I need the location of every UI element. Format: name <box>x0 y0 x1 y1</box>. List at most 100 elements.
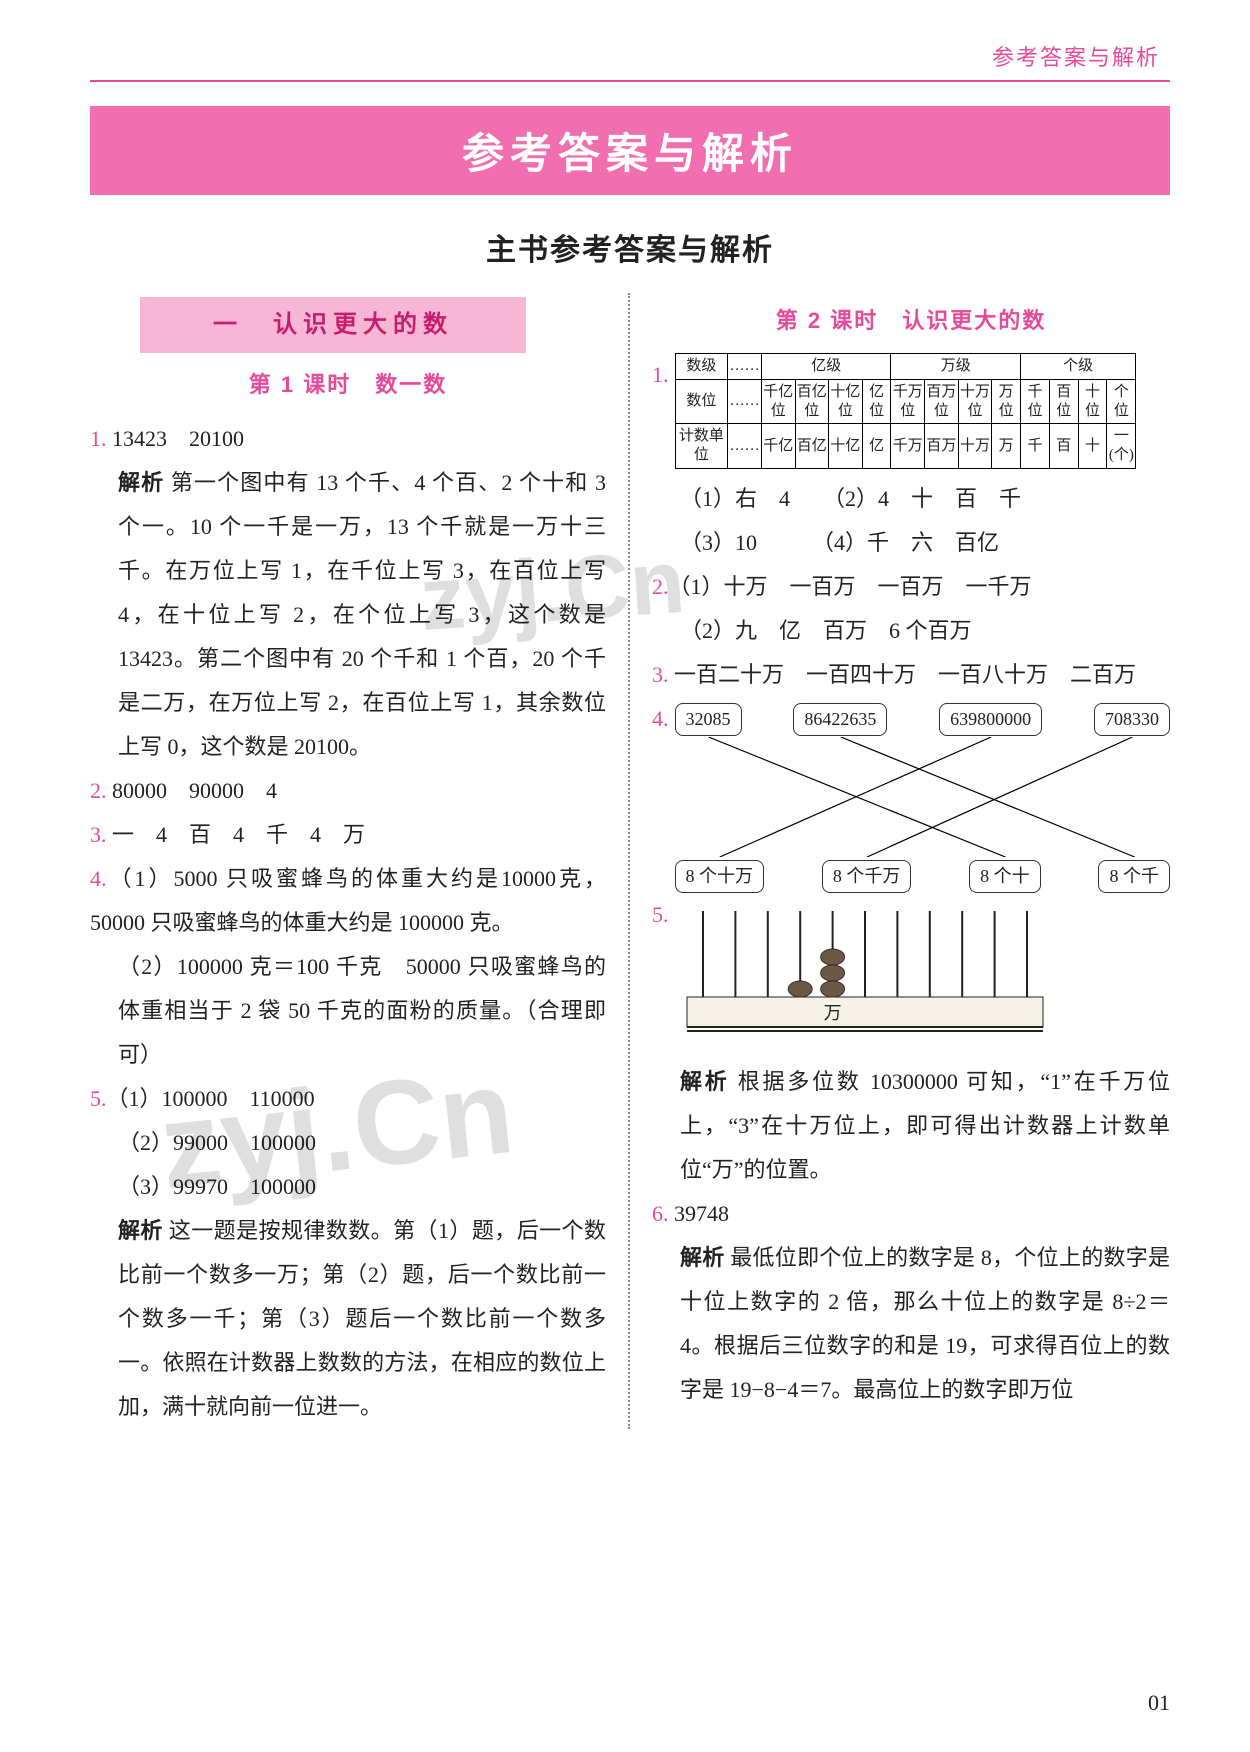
q1r-number: 1. <box>652 353 669 397</box>
cell: 十亿 <box>829 424 863 469</box>
q2r-part2: （2）九 亿 百万 6 个百万 <box>652 609 1170 653</box>
q1-explanation-text: 第一个图中有 13 个千、4 个百、2 个十和 3 个一。10 个一千是一万，1… <box>118 470 606 759</box>
cell: 千万位 <box>891 379 925 424</box>
q3-number: 3. <box>90 822 107 847</box>
q4-part1: （1）5000 只吸蜜蜂鸟的体重大约是10000克，50000 只吸蜜蜂鸟的体重… <box>90 866 606 935</box>
q6r-explanation-text: 最低位即个位上的数字是 8，个位上的数字是十位上数字的 2 倍，那么十位上的数字… <box>680 1245 1170 1402</box>
cell: 千位 <box>1021 379 1050 424</box>
place-value-table: 数级 …… 亿级 万级 个级 数位 …… 千亿位百亿位十亿位亿位千万位百万位十万… <box>675 353 1171 469</box>
q5r-explanation: 解析 根据多位数 10300000 可知，“1”在千万位上，“3”在十万位上，即… <box>652 1060 1170 1192</box>
cell: 千万 <box>891 424 925 469</box>
cell: 数位 <box>675 379 728 424</box>
match-box: 8 个千 <box>1098 860 1170 893</box>
cell: 十万位 <box>958 379 992 424</box>
q5: 5.（1）100000 110000 <box>90 1077 606 1121</box>
q2r-part1: （1）十万 一百万 一百万 一千万 <box>669 574 1032 599</box>
cell: 亿级 <box>761 354 891 380</box>
cell: 亿 <box>862 424 891 469</box>
q1-explanation: 解析 第一个图中有 13 个千、4 个百、2 个十和 3 个一。10 个一千是一… <box>90 461 606 769</box>
cell: 百万 <box>925 424 959 469</box>
q1-right: 1. 数级 …… 亿级 万级 个级 数位 …… 千亿位百亿位十亿位亿位千万位百万… <box>652 353 1170 477</box>
cell: 千亿 <box>761 424 795 469</box>
cell: 万位 <box>992 379 1021 424</box>
q6r: 6. 39748 <box>652 1192 1170 1236</box>
abacus-diagram: 万 <box>685 901 1045 1056</box>
cell: 个级 <box>1021 354 1136 380</box>
q2: 2. 80000 90000 4 <box>90 769 606 813</box>
cell: 十 <box>1078 424 1107 469</box>
q2r: 2.（1）十万 一百万 一百万 一千万 <box>652 565 1170 609</box>
cell: 万级 <box>891 354 1021 380</box>
q2-number: 2. <box>90 778 107 803</box>
cell: …… <box>728 424 762 469</box>
cell: 十万 <box>958 424 992 469</box>
q5-number: 5. <box>90 1086 107 1111</box>
cell: 百位 <box>1049 379 1078 424</box>
match-box: 639800000 <box>939 703 1042 736</box>
q6r-number: 6. <box>652 1201 669 1226</box>
q1-number: 1. <box>90 426 107 451</box>
cell: 千 <box>1021 424 1050 469</box>
cell: 百亿位 <box>795 379 829 424</box>
svg-text:万: 万 <box>823 1003 841 1023</box>
q5-explanation: 解析 这一题是按规律数数。第（1）题，后一个数比前一个数多一万；第（2）题，后一… <box>90 1209 606 1429</box>
matching-diagram: 3208586422635639800000708330 8 个十万8 个千万8… <box>675 703 1171 893</box>
cell: 百 <box>1049 424 1078 469</box>
cell: 十位 <box>1078 379 1107 424</box>
cell: 一(个) <box>1107 424 1136 469</box>
q4-number: 4. <box>90 866 107 891</box>
q6r-answer: 39748 <box>669 1201 730 1226</box>
q4: 4.（1）5000 只吸蜜蜂鸟的体重大约是10000克，50000 只吸蜜蜂鸟的… <box>90 857 606 945</box>
q3r-number: 3. <box>652 662 669 687</box>
header-rule <box>90 80 1170 82</box>
table-row: 数级 …… 亿级 万级 个级 <box>675 354 1170 380</box>
explain-label: 解析 <box>680 1069 730 1094</box>
match-box: 8 个千万 <box>822 860 912 893</box>
q5-part3: （3）99970 100000 <box>90 1165 606 1209</box>
header-label: 参考答案与解析 <box>90 40 1170 72</box>
q1-answer-text: 13423 20100 <box>107 426 245 451</box>
q5r-number: 5. <box>652 893 669 937</box>
q5-explanation-text: 这一题是按规律数数。第（1）题，后一个数比前一个数多一万；第（2）题，后一个数比… <box>118 1218 606 1419</box>
lesson-heading-left: 第 1 课时 数一数 <box>90 363 606 407</box>
subtitle: 主书参考答案与解析 <box>90 225 1170 269</box>
match-box: 8 个十 <box>969 860 1041 893</box>
explain-label: 解析 <box>118 1218 163 1243</box>
cell: 万 <box>992 424 1021 469</box>
table-row: 计数单位 …… 千亿百亿十亿亿千万百万十万万千百十一(个) <box>675 424 1170 469</box>
q3: 3. 一 4 百 4 千 4 万 <box>90 813 606 857</box>
cell: 数级 <box>675 354 728 380</box>
q6r-explanation: 解析 最低位即个位上的数字是 8，个位上的数字是十位上数字的 2 倍，那么十位上… <box>652 1236 1170 1412</box>
cell: 十亿位 <box>829 379 863 424</box>
match-box: 8 个十万 <box>675 860 765 893</box>
q4-part2: （2）100000 克＝100 千克 50000 只吸蜜蜂鸟的体重相当于 2 袋… <box>90 945 606 1077</box>
banner-title: 参考答案与解析 <box>462 130 798 177</box>
lesson-heading-right: 第 2 课时 认识更大的数 <box>652 299 1170 343</box>
q5r-explanation-text: 根据多位数 10300000 可知，“1”在千万位上，“3”在十万位上，即可得出… <box>680 1069 1170 1182</box>
q2-answer: 80000 90000 4 <box>107 778 278 803</box>
cell: 计数单位 <box>675 424 728 469</box>
page-number: 01 <box>1148 1690 1170 1716</box>
q5-part2: （2）99000 100000 <box>90 1121 606 1165</box>
matching-lines <box>675 737 1171 857</box>
explain-label: 解析 <box>680 1245 725 1270</box>
columns: 一 认识更大的数 第 1 课时 数一数 1. 13423 20100 解析 第一… <box>90 293 1170 1429</box>
cell: 百万位 <box>925 379 959 424</box>
explain-label: 解析 <box>118 470 164 495</box>
cell: 百亿 <box>795 424 829 469</box>
q5r: 5. 万 <box>652 893 1170 1060</box>
match-box: 32085 <box>675 703 742 736</box>
column-right: 第 2 课时 认识更大的数 1. 数级 …… 亿级 万级 个级 数位 …… <box>630 293 1170 1429</box>
match-box: 86422635 <box>793 703 887 736</box>
cell: 个位 <box>1107 379 1136 424</box>
q3-answer: 一 4 百 4 千 4 万 <box>107 822 366 847</box>
page: 参考答案与解析 参考答案与解析 主书参考答案与解析 一 认识更大的数 第 1 课… <box>0 0 1250 1449</box>
q3r-answer: 一百二十万 一百四十万 一百八十万 二百万 <box>669 662 1137 687</box>
q5-part1: （1）100000 110000 <box>107 1086 315 1111</box>
q2r-number: 2. <box>652 574 669 599</box>
q3r: 3. 一百二十万 一百四十万 一百八十万 二百万 <box>652 653 1170 697</box>
q1r-b: （3）10 （4）千 六 百亿 <box>652 521 1170 565</box>
q1r-a: （1）右 4 （2）4 十 百 千 <box>652 477 1170 521</box>
chapter-heading: 一 认识更大的数 <box>140 297 526 353</box>
table-row: 数位 …… 千亿位百亿位十亿位亿位千万位百万位十万位万位千位百位十位个位 <box>675 379 1170 424</box>
